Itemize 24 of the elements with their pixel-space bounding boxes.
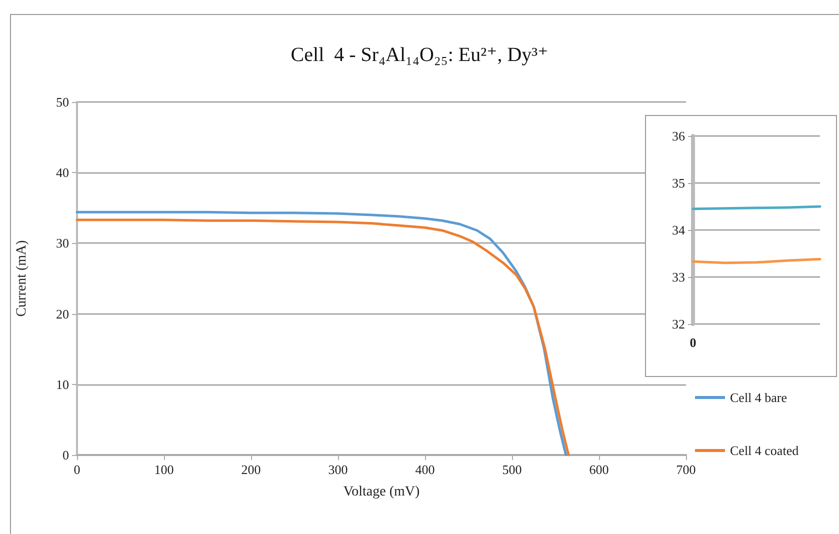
x-tick-label: 700 bbox=[676, 462, 696, 477]
y-tick-label: 30 bbox=[56, 236, 69, 251]
y-tick-label: 50 bbox=[56, 94, 69, 110]
y-tick-label: 36 bbox=[672, 128, 686, 144]
x-tick-label: 0 bbox=[74, 462, 80, 477]
x-tick-label: 300 bbox=[328, 462, 348, 477]
x-tick-label: 400 bbox=[415, 462, 435, 477]
y-tick-label: 10 bbox=[56, 376, 69, 392]
chart-title: Cell 4 - Sr₄Al₁₄O₂₅: Eu²⁺, Dy³⁺ bbox=[290, 44, 548, 66]
legend-label: Cell 4 bare bbox=[730, 390, 788, 405]
y-tick-label: 34 bbox=[672, 222, 686, 238]
x-tick-label: 500 bbox=[502, 462, 522, 477]
y-tick-label: 33 bbox=[672, 270, 685, 284]
y-tick-label: 32 bbox=[672, 316, 685, 332]
x-tick-label: 600 bbox=[589, 462, 609, 477]
x-tick-label: 200 bbox=[241, 462, 261, 477]
x-axis-title: Voltage (mV) bbox=[343, 484, 420, 500]
y-tick-label: 0 bbox=[62, 448, 69, 462]
x-tick-label: 100 bbox=[154, 462, 174, 477]
y-tick-label: 20 bbox=[56, 306, 69, 322]
legend-label: Cell 4 coated bbox=[730, 443, 800, 458]
y-tick-label: 35 bbox=[672, 176, 685, 190]
y-axis-title: Current (mA) bbox=[14, 240, 30, 317]
y-tick-label: 40 bbox=[56, 165, 69, 180]
